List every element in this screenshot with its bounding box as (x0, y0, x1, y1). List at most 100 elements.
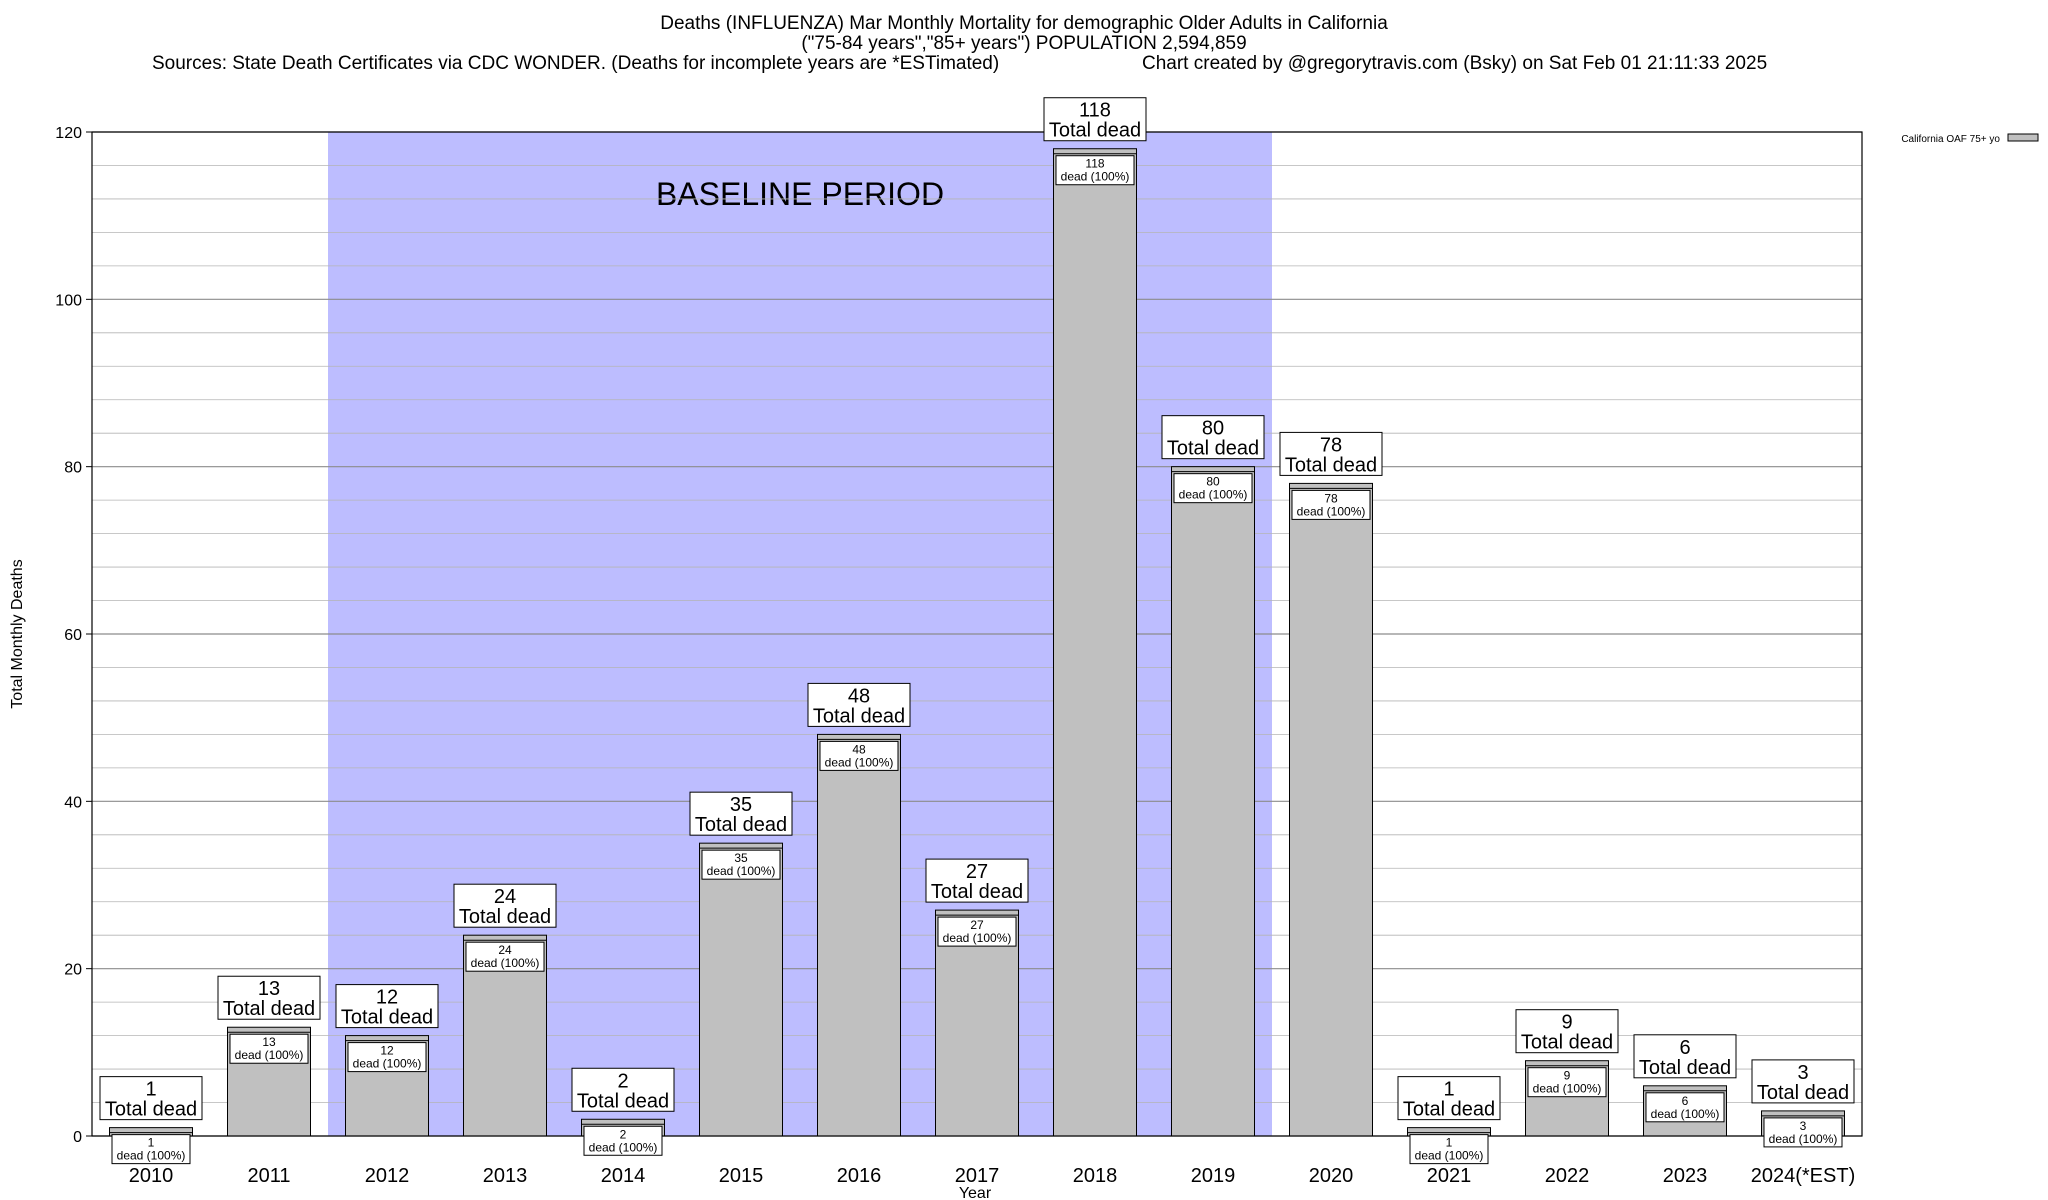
x-tick-label: 2010 (129, 1165, 174, 1187)
inner-label-box (1763, 1117, 1843, 1148)
inner-label-box (1409, 1134, 1489, 1165)
total-label-box (1633, 1034, 1737, 1079)
inner-value-label: 80 (1206, 475, 1220, 489)
total-dead-label: Total dead (223, 998, 315, 1020)
total-value-label: 3 (1797, 1062, 1808, 1084)
bar (935, 909, 1019, 1137)
total-label-box (689, 791, 793, 836)
x-tick-label: 2024(*EST) (1751, 1165, 1856, 1187)
x-axis-label: Year (959, 1185, 992, 1200)
x-tick-label: 2011 (247, 1165, 290, 1187)
inner-value-label: 48 (852, 742, 866, 756)
inner-percent-label: dead (100%) (1297, 504, 1366, 518)
y-tick-label: 20 (64, 962, 82, 979)
legend-label: California OAF 75+ yo (1901, 134, 2000, 145)
inner-value-label: 24 (498, 943, 512, 957)
legend-swatch (2007, 133, 2039, 142)
total-dead-label: Total dead (1521, 1032, 1613, 1054)
total-dead-label: Total dead (1167, 438, 1259, 460)
inner-label-box (819, 740, 899, 771)
total-label-box (335, 984, 439, 1029)
inner-percent-label: dead (100%) (1533, 1082, 1602, 1096)
total-value-label: 9 (1561, 1012, 1572, 1034)
total-value-label: 78 (1320, 434, 1342, 456)
bar (1289, 482, 1373, 1137)
total-value-label: 80 (1202, 418, 1224, 440)
x-tick-label: 2017 (955, 1165, 1000, 1187)
total-value-label: 6 (1679, 1037, 1690, 1059)
inner-label-box (465, 941, 545, 972)
inner-percent-label: dead (100%) (1415, 1149, 1484, 1163)
y-tick-label: 120 (55, 125, 82, 142)
inner-value-label: 118 (1085, 157, 1104, 171)
inner-percent-label: dead (100%) (707, 864, 776, 878)
y-tick-label: 100 (55, 292, 82, 309)
total-value-label: 48 (848, 685, 870, 707)
y-tick-label: 40 (64, 794, 82, 811)
total-value-label: 27 (966, 861, 988, 883)
x-tick-label: 2014 (601, 1165, 646, 1187)
x-tick-label: 2019 (1191, 1165, 1236, 1187)
inner-label-box (1527, 1067, 1607, 1098)
total-dead-label: Total dead (105, 1099, 197, 1121)
inner-label-box (937, 916, 1017, 947)
inner-percent-label: dead (100%) (943, 931, 1012, 945)
inner-percent-label: dead (100%) (471, 956, 540, 970)
inner-label-box (583, 1125, 663, 1156)
x-tick-label: 2013 (483, 1165, 528, 1187)
inner-label-box (1055, 155, 1135, 186)
x-tick-label: 2015 (719, 1165, 764, 1187)
total-label-box (925, 858, 1029, 903)
total-label-box (217, 975, 321, 1020)
inner-value-label: 6 (1682, 1094, 1689, 1108)
inner-percent-label: dead (100%) (1769, 1132, 1838, 1146)
baseline-period-label: BASELINE PERIOD (656, 176, 944, 212)
x-tick-label: 2018 (1073, 1165, 1118, 1187)
inner-percent-label: dead (100%) (353, 1057, 422, 1071)
inner-value-label: 3 (1800, 1119, 1807, 1133)
total-value-label: 35 (730, 794, 752, 816)
bar (699, 842, 783, 1137)
total-label-box (1161, 415, 1265, 460)
total-label-box (807, 682, 911, 727)
inner-percent-label: dead (100%) (1179, 488, 1248, 502)
total-dead-label: Total dead (931, 881, 1023, 903)
x-tick-label: 2022 (1545, 1165, 1590, 1187)
total-dead-label: Total dead (1049, 120, 1141, 142)
total-dead-label: Total dead (459, 906, 551, 928)
bar (1171, 466, 1255, 1137)
total-label-box (1751, 1059, 1855, 1104)
total-dead-label: Total dead (577, 1090, 669, 1112)
inner-label-box (111, 1134, 191, 1165)
inner-label-box (347, 1042, 427, 1073)
y-tick-label: 0 (73, 1129, 82, 1146)
total-label-box (1043, 97, 1147, 142)
total-value-label: 13 (258, 978, 280, 1000)
chart-subtitle: ("75-84 years","85+ years") POPULATION 2… (801, 33, 1247, 54)
inner-percent-label: dead (100%) (1651, 1107, 1720, 1121)
inner-label-box (1291, 489, 1371, 520)
total-label-box (571, 1067, 675, 1112)
inner-value-label: 78 (1324, 491, 1338, 505)
total-value-label: 118 (1079, 100, 1111, 122)
total-dead-label: Total dead (341, 1007, 433, 1029)
x-tick-label: 2023 (1663, 1165, 1708, 1187)
chart-header: Deaths (INFLUENZA) Mar Monthly Mortality… (0, 0, 2048, 80)
bar (817, 733, 901, 1137)
inner-value-label: 27 (970, 918, 984, 932)
x-tick-label: 2020 (1309, 1165, 1354, 1187)
inner-value-label: 35 (734, 851, 748, 865)
x-tick-label: 2016 (837, 1165, 882, 1187)
total-dead-label: Total dead (813, 705, 905, 727)
total-dead-label: Total dead (1639, 1057, 1731, 1079)
x-tick-label: 2021 (1427, 1165, 1472, 1187)
y-tick-label: 80 (64, 460, 82, 477)
chart-sources: Sources: State Death Certificates via CD… (152, 53, 1000, 74)
chart-credit: Chart created by @gregorytravis.com (Bsk… (1142, 53, 1768, 74)
inner-percent-label: dead (100%) (825, 755, 894, 769)
inner-value-label: 9 (1564, 1069, 1571, 1083)
total-dead-label: Total dead (1403, 1099, 1495, 1121)
total-label-box (1397, 1076, 1501, 1121)
total-label-box (1515, 1009, 1619, 1054)
